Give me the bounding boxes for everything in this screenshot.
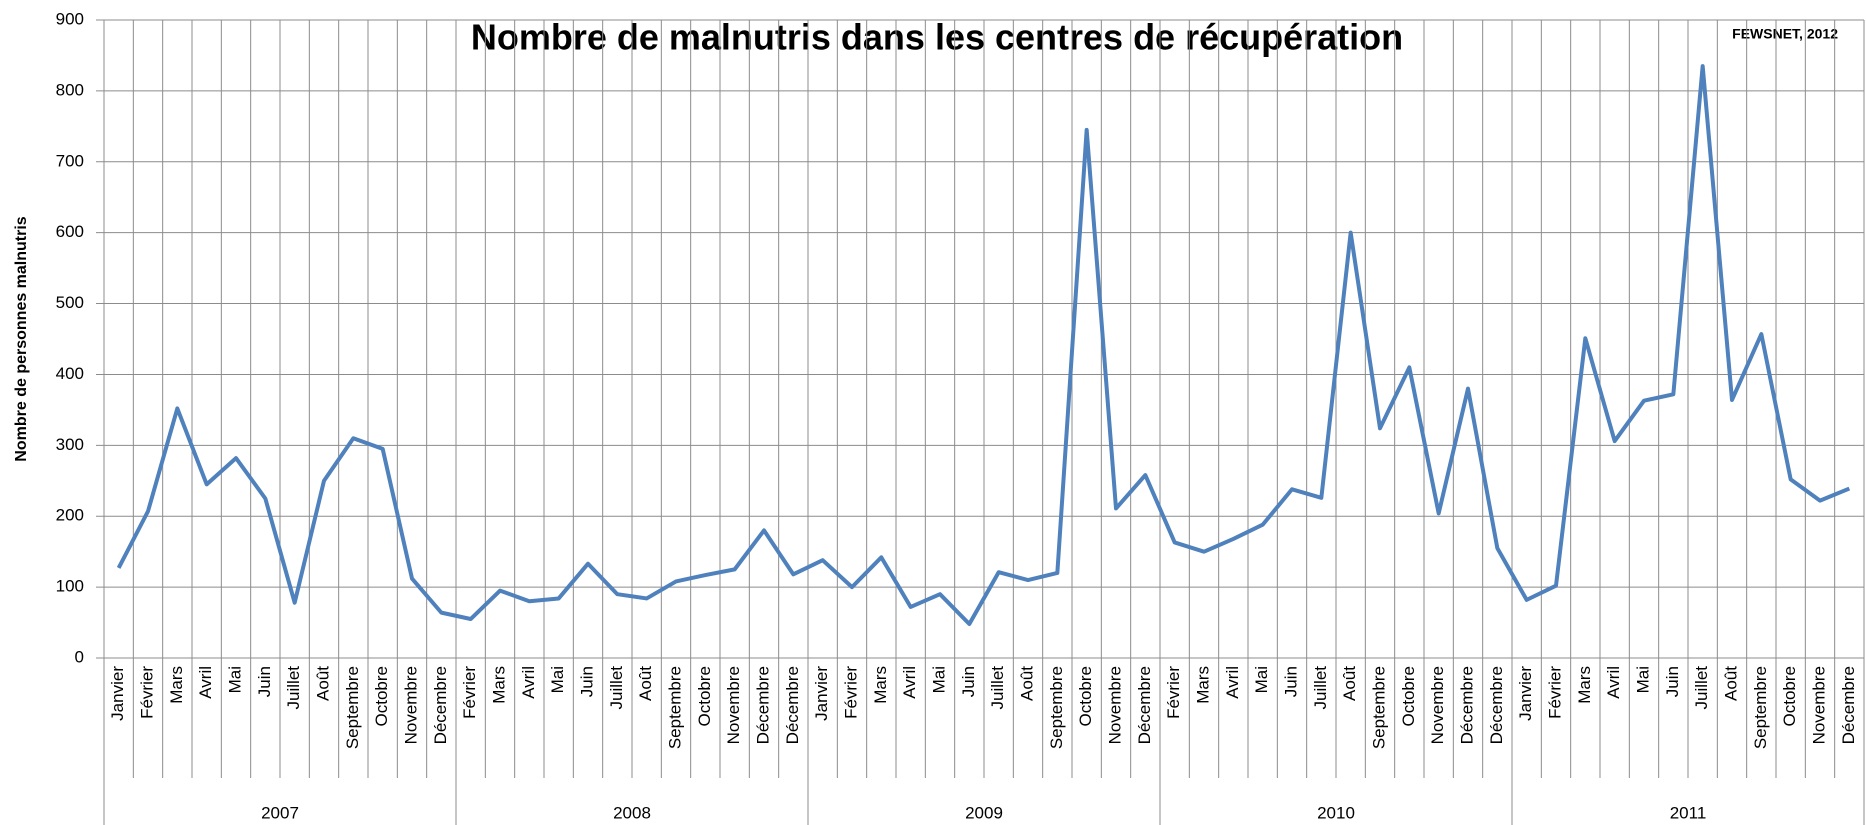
x-tick-label: Novembre [1105,666,1124,744]
x-tick-label: Octobre [1076,666,1095,726]
x-tick-label: Juillet [988,666,1007,710]
x-tick-label: Août [313,666,332,701]
x-tick-label: Mars [167,666,186,704]
x-tick-label: Juin [577,666,596,697]
x-tick-label: Octobre [695,666,714,726]
x-tick-label: Juin [1663,666,1682,697]
y-tick-label: 900 [56,9,84,28]
x-tick-label: Décembre [431,666,450,744]
x-tick-label: Décembre [783,666,802,744]
y-tick-label: 700 [56,151,84,170]
x-tick-label: Novembre [1809,666,1828,744]
x-tick-label: Novembre [401,666,420,744]
y-tick-label: 200 [56,506,84,525]
x-tick-label: Juillet [1311,666,1330,710]
x-tick-label: Juillet [607,666,626,710]
group-label: 2007 [261,803,299,822]
x-tick-label: Avril [196,666,215,699]
chart-title: Nombre de malnutris dans les centres de … [471,17,1403,58]
x-tick-label: Novembre [724,666,743,744]
x-tick-label: Mars [871,666,890,704]
x-tick-label: Octobre [372,666,391,726]
x-tick-label: Décembre [1135,666,1154,744]
group-label: 2009 [965,803,1003,822]
x-tick-label: Août [1340,666,1359,701]
x-tick-label: Décembre [1487,666,1506,744]
x-tick-label: Août [1017,666,1036,701]
x-tick-label: Avril [900,666,919,699]
y-tick-label: 800 [56,80,84,99]
x-tick-label: Février [460,666,479,719]
y-tick-label: 600 [56,222,84,241]
y-tick-label: 300 [56,435,84,454]
x-tick-label: Avril [1223,666,1242,699]
x-tick-label: Septembre [665,666,684,749]
x-tick-label: Juin [255,666,274,697]
x-tick-label: Août [1721,666,1740,701]
x-tick-label: Avril [1604,666,1623,699]
x-tick-label: Septembre [1751,666,1770,749]
x-tick-label: Avril [519,666,538,699]
x-tick-label: Mai [548,666,567,693]
x-tick-label: Mai [225,666,244,693]
x-tick-label: Juillet [1692,666,1711,710]
x-tick-label: Septembre [343,666,362,749]
x-tick-label: Février [1545,666,1564,719]
x-tick-label: Juillet [284,666,303,710]
x-tick-label: Juin [959,666,978,697]
x-tick-label: Janvier [108,666,127,721]
y-tick-label: 400 [56,364,84,383]
x-tick-label: Mars [1575,666,1594,704]
x-tick-label: Décembre [753,666,772,744]
x-tick-label: Octobre [1780,666,1799,726]
group-label: 2011 [1670,803,1707,822]
x-tick-label: Juin [1281,666,1300,697]
group-label: 2010 [1317,803,1355,822]
x-tick-label: Septembre [1047,666,1066,749]
x-tick-label: Janvier [812,666,831,721]
x-tick-label: Février [1164,666,1183,719]
x-tick-label: Août [636,666,655,701]
x-tick-label: Janvier [1516,666,1535,721]
x-tick-label: Novembre [1428,666,1447,744]
x-tick-label: Mars [1193,666,1212,704]
x-tick-label: Mars [489,666,508,704]
x-tick-label: Septembre [1369,666,1388,749]
x-tick-label: Mai [1633,666,1652,693]
x-tick-label: Mai [929,666,948,693]
y-tick-label: 500 [56,293,84,312]
x-tick-label: Décembre [1839,666,1858,744]
x-tick-label: Mai [1252,666,1271,693]
x-tick-label: Décembre [1457,666,1476,744]
data-line [116,64,1851,626]
x-tick-label: Février [137,666,156,719]
x-tick-label: Février [841,666,860,719]
y-axis-title: Nombre de personnes malnutris [13,216,30,461]
y-tick-label: 0 [75,647,84,666]
source-note: FEWSNET, 2012 [1732,26,1838,42]
y-tick-label: 100 [56,577,84,596]
group-label: 2008 [613,803,651,822]
x-tick-label: Octobre [1399,666,1418,726]
